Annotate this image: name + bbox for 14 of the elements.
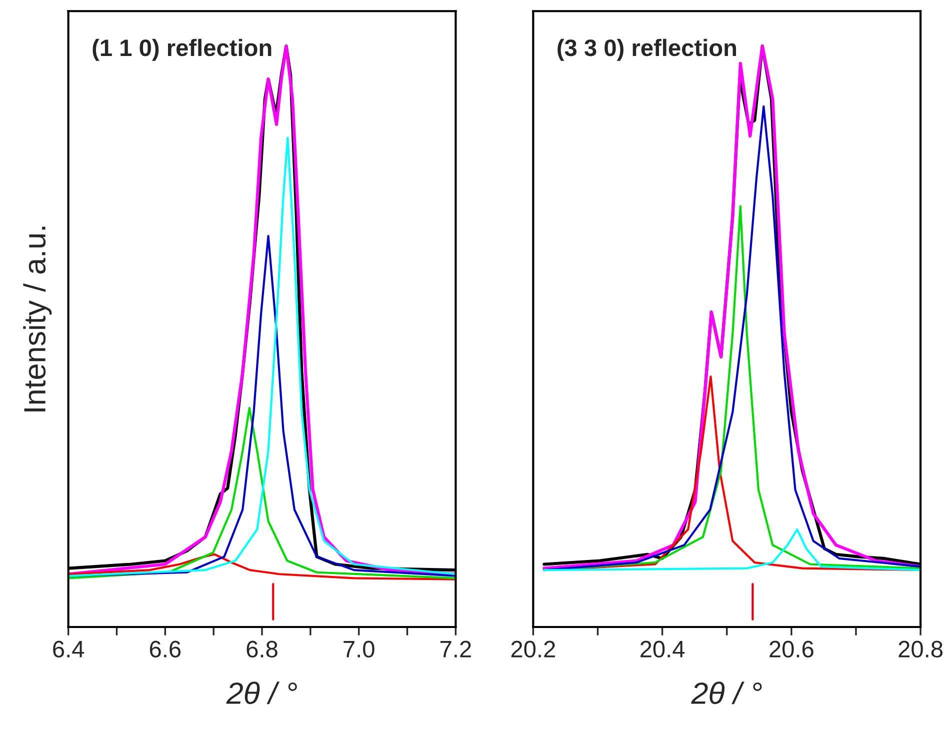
chart-title: (1 1 0) reflection — [92, 38, 272, 61]
x-tick-label: 20.8 — [898, 640, 942, 658]
x-tick-label: 20.2 — [511, 640, 555, 658]
x-tick-label: 6.4 — [53, 640, 84, 658]
x-tick-label: 20.6 — [770, 640, 814, 658]
x-tick-label: 6.6 — [150, 640, 181, 658]
y-axis-title: Intensity / a.u. — [23, 226, 52, 412]
x-tick-label: 7.0 — [344, 640, 374, 658]
x-tick-label: 6.8 — [246, 640, 278, 658]
x-axis-title: 2θ / ° — [691, 682, 762, 704]
x-axis-title: 2θ / ° — [226, 682, 297, 704]
chart-title: (3 3 0) reflection — [558, 38, 736, 61]
x-tick-label: 20.4 — [640, 640, 685, 658]
x-tick-label: 7.2 — [440, 640, 471, 658]
